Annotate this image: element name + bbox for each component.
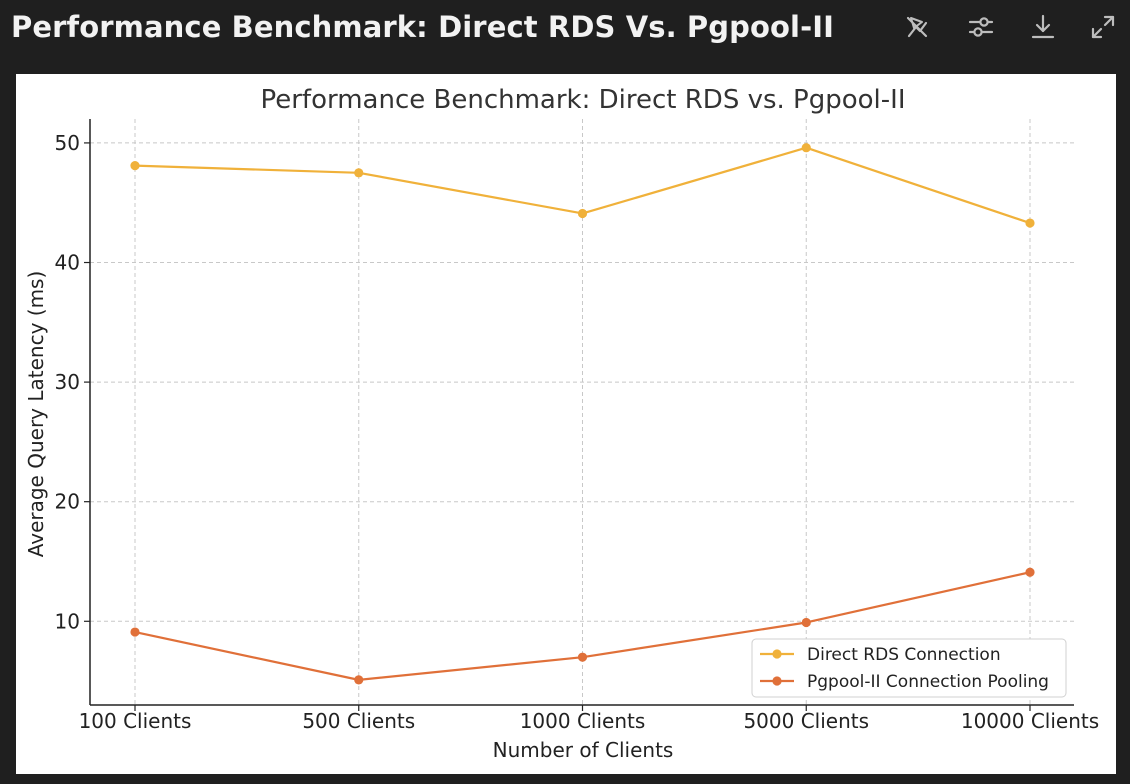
legend-marker <box>772 676 782 686</box>
grid <box>90 119 1074 705</box>
y-tick-label: 20 <box>55 490 80 514</box>
x-tick-label: 500 Clients <box>302 709 415 733</box>
series-1 <box>130 567 1035 685</box>
x-tick-label: 100 Clients <box>79 709 192 733</box>
legend-label: Direct RDS Connection <box>807 645 1001 665</box>
x-tick-label: 1000 Clients <box>520 709 646 733</box>
data-point <box>1025 218 1035 228</box>
expand-button[interactable] <box>1086 10 1120 44</box>
data-point <box>801 143 811 153</box>
legend-label: Pgpool-II Connection Pooling <box>807 672 1049 692</box>
unpin-chart-icon <box>906 16 928 38</box>
data-point <box>801 617 811 628</box>
chart-settings-icon <box>968 17 994 37</box>
x-axis-label: Number of Clients <box>493 738 674 762</box>
download-button[interactable] <box>1026 10 1060 44</box>
series-layer <box>130 143 1035 685</box>
data-point <box>130 161 140 171</box>
y-tick-label: 40 <box>55 251 80 275</box>
y-tick-label: 30 <box>55 370 80 394</box>
chart-settings-button[interactable] <box>964 10 998 44</box>
chart-panel: Performance Benchmark: Direct RDS vs. Pg… <box>16 74 1116 774</box>
x-tick-label: 10000 Clients <box>961 709 1099 733</box>
chart-title: Performance Benchmark: Direct RDS vs. Pg… <box>260 85 905 115</box>
axes: 10 20 30 40 50 100 Clients 500 Clients 1000 Cli… <box>55 119 1099 733</box>
data-point <box>1025 567 1035 577</box>
legend-box <box>751 638 1067 698</box>
data-point <box>354 675 364 685</box>
legend: Direct RDS Connection Pgpool-II Connectio… <box>751 638 1067 698</box>
legend-marker <box>772 649 782 659</box>
page-title: Performance Benchmark: Direct RDS Vs. Pg… <box>11 10 834 44</box>
data-point <box>577 208 588 219</box>
y-tick-label: 50 <box>55 131 80 155</box>
expand-icon <box>1091 15 1115 39</box>
chart-header: Performance Benchmark: Direct RDS Vs. Pg… <box>0 0 1130 58</box>
unpin-chart-button[interactable] <box>900 10 934 44</box>
x-tick-label: 5000 Clients <box>743 709 869 733</box>
data-point <box>354 168 364 178</box>
y-tick-label: 10 <box>55 609 80 633</box>
line-chart: Performance Benchmark: Direct RDS vs. Pg… <box>24 85 1099 762</box>
series-0 <box>130 143 1035 228</box>
y-axis-label: Average Query Latency (ms) <box>24 271 48 558</box>
download-icon <box>1031 14 1055 39</box>
data-point <box>130 627 140 637</box>
data-point <box>577 652 588 662</box>
